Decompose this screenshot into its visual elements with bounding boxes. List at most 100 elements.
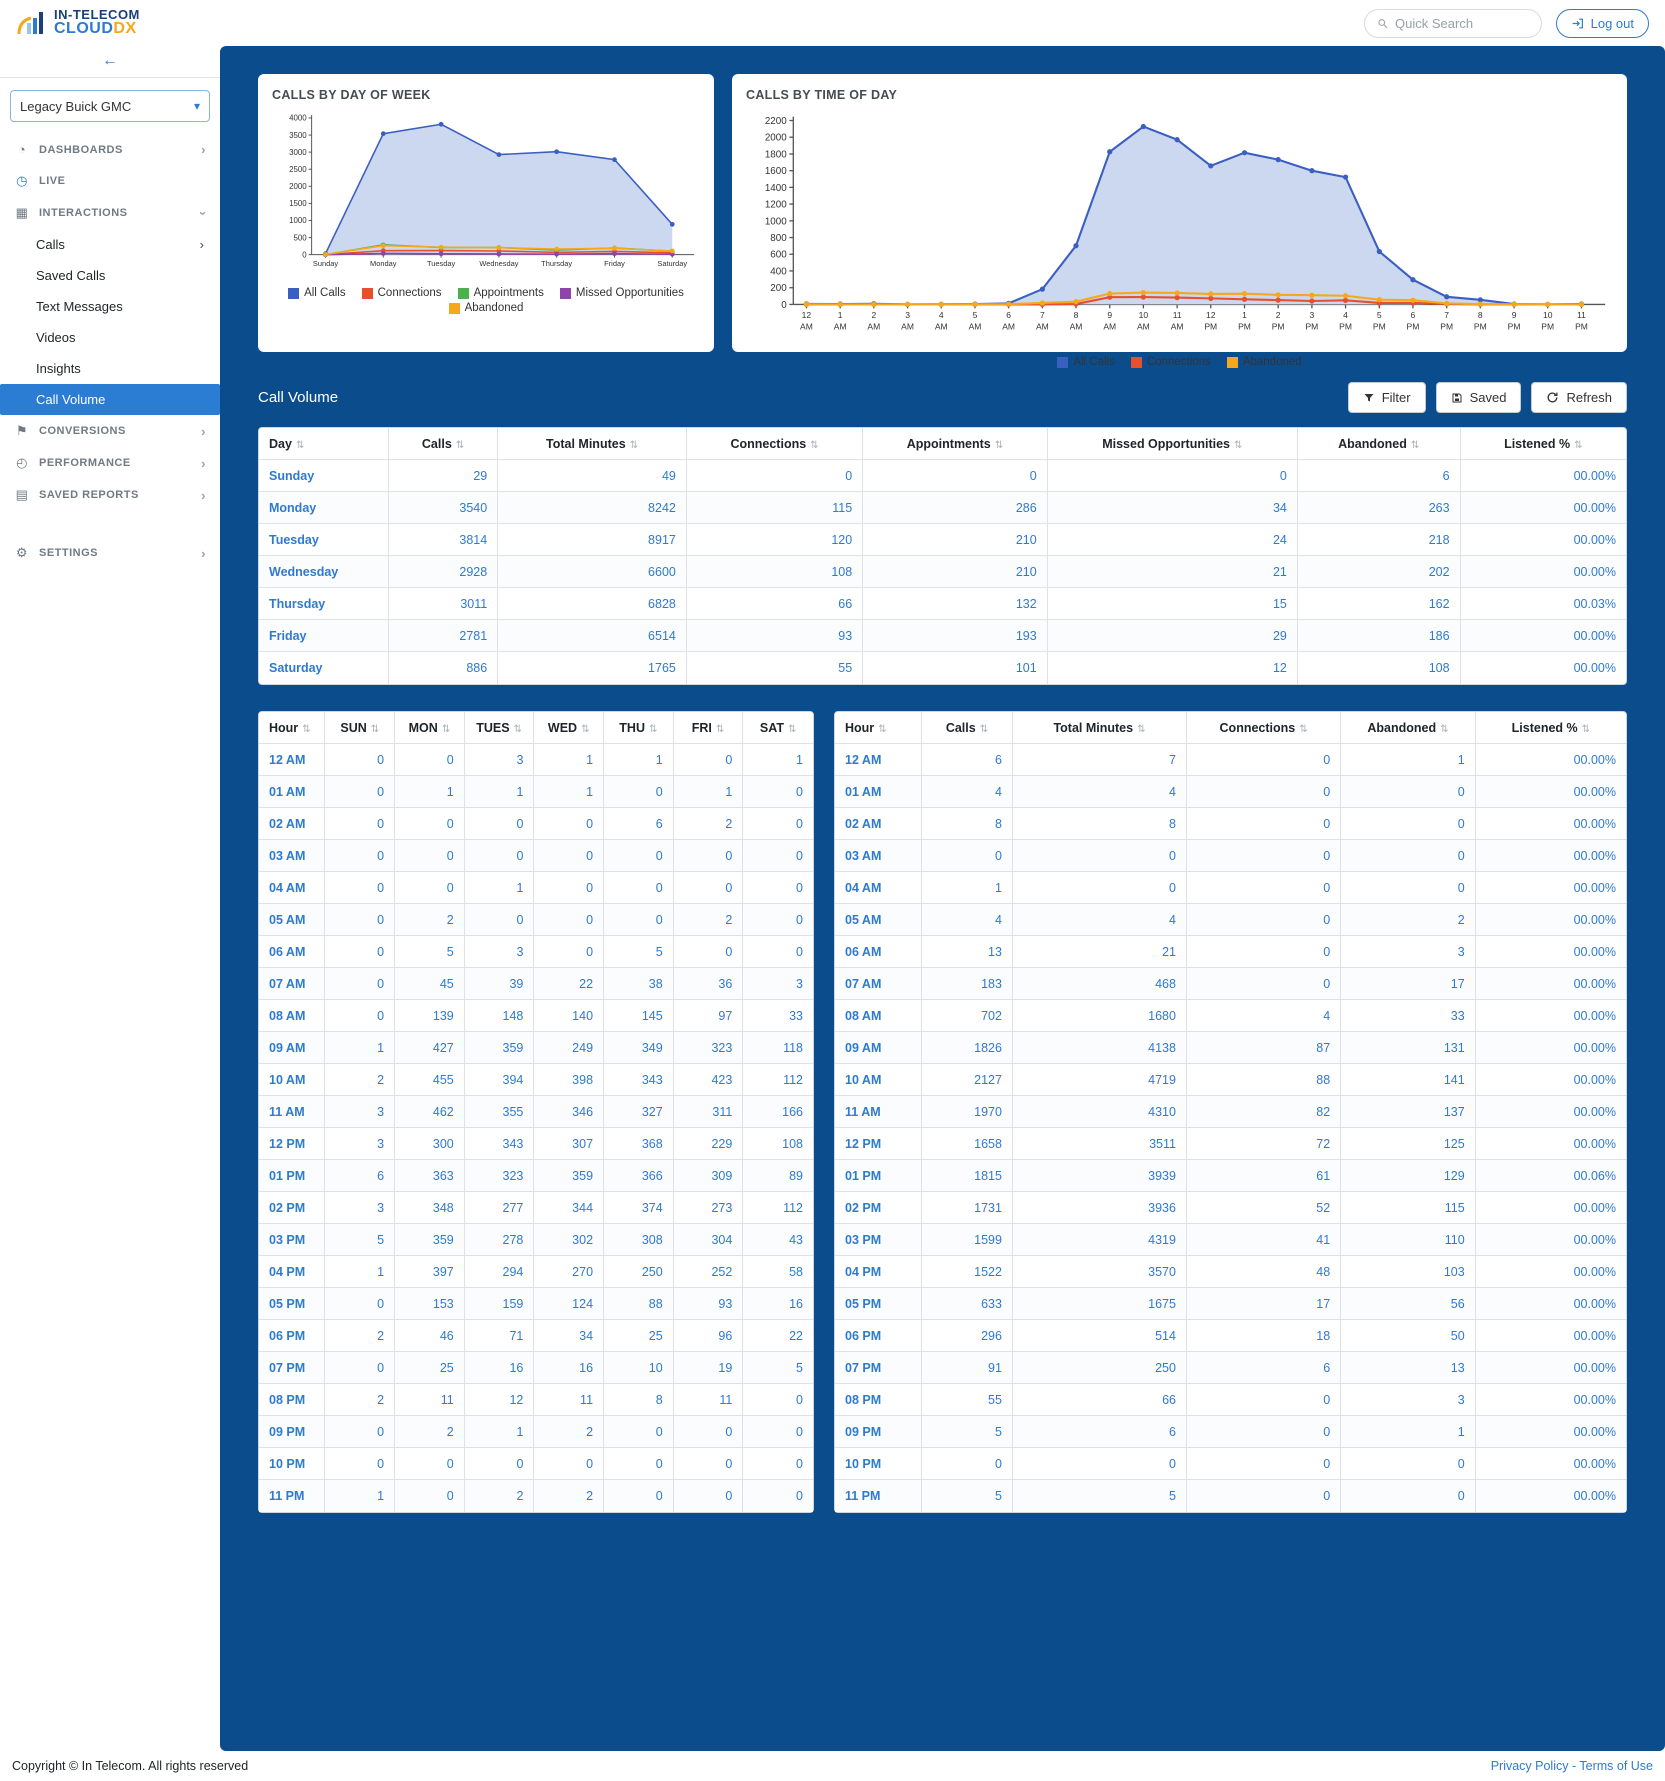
- cell-value: 0: [465, 840, 535, 872]
- dealer-select[interactable]: Legacy Buick GMC ▾: [10, 90, 210, 122]
- svg-text:11: 11: [1577, 310, 1586, 320]
- column-header-day[interactable]: Day⇅: [259, 428, 389, 460]
- sidebar-item-call-volume[interactable]: Call Volume: [0, 384, 220, 415]
- sidebar-item-interactions[interactable]: ▦INTERACTIONS›: [10, 197, 210, 229]
- table-row: 08 AM01391481401459733: [259, 1000, 813, 1032]
- row-label: 07 PM: [835, 1352, 922, 1384]
- table-row: 03 AM000000.00%: [835, 840, 1626, 872]
- row-label: 03 PM: [259, 1224, 325, 1256]
- column-header-thu[interactable]: THU⇅: [604, 712, 674, 744]
- save-icon: [1451, 392, 1463, 404]
- table-row: 12 AM670100.00%: [835, 744, 1626, 776]
- saved-button[interactable]: Saved: [1436, 382, 1522, 413]
- sidebar-item-saved-calls[interactable]: Saved Calls: [10, 260, 210, 291]
- cell-value: 00.06%: [1476, 1160, 1626, 1192]
- search-input[interactable]: [1395, 16, 1529, 31]
- column-header-total-minutes[interactable]: Total Minutes⇅: [498, 428, 687, 460]
- svg-text:1500: 1500: [289, 199, 307, 208]
- svg-text:5: 5: [1377, 310, 1382, 320]
- column-header-listened[interactable]: Listened %⇅: [1476, 712, 1626, 744]
- cell-value: 11: [534, 1384, 604, 1416]
- legend-item-all-calls[interactable]: All Calls: [288, 287, 346, 299]
- cell-value: 16: [465, 1352, 535, 1384]
- hour-summary-table: Hour⇅Calls⇅Total Minutes⇅Connections⇅Aba…: [834, 711, 1627, 1513]
- legend-item-all-calls[interactable]: All Calls: [1057, 356, 1115, 368]
- column-header-connections[interactable]: Connections⇅: [1187, 712, 1341, 744]
- cell-value: 296: [922, 1320, 1013, 1352]
- cell-value: 0: [325, 872, 395, 904]
- sort-icon: ⇅: [514, 724, 522, 735]
- sidebar-item-live[interactable]: ◷ LIVE: [10, 165, 210, 197]
- cell-value: 3511: [1013, 1128, 1187, 1160]
- legend-item-connections[interactable]: Connections: [362, 287, 442, 299]
- sort-icon: ⇅: [1137, 724, 1145, 735]
- column-header-missed-opportunities[interactable]: Missed Opportunities⇅: [1048, 428, 1298, 460]
- sidebar-item-label: LIVE: [39, 175, 65, 187]
- sidebar-item-saved-reports[interactable]: ▤SAVED REPORTS›: [10, 479, 210, 511]
- column-header-appointments[interactable]: Appointments⇅: [863, 428, 1048, 460]
- sort-icon: ⇅: [296, 440, 304, 451]
- column-header-sun[interactable]: SUN⇅: [325, 712, 395, 744]
- column-header-wed[interactable]: WED⇅: [534, 712, 604, 744]
- cell-value: 311: [674, 1096, 744, 1128]
- legend-item-connections[interactable]: Connections: [1131, 356, 1211, 368]
- column-header-abandoned[interactable]: Abandoned⇅: [1298, 428, 1461, 460]
- legend-item-abandoned[interactable]: Abandoned: [1227, 356, 1302, 368]
- column-header-tues[interactable]: TUES⇅: [465, 712, 535, 744]
- svg-text:8: 8: [1074, 310, 1079, 320]
- sidebar-item-settings[interactable]: ⚙SETTINGS›: [10, 537, 210, 569]
- filter-button[interactable]: Filter: [1348, 382, 1426, 413]
- row-label: 12 PM: [835, 1128, 922, 1160]
- logout-button[interactable]: Log out: [1556, 9, 1649, 38]
- clock-icon: ◷: [14, 173, 30, 189]
- column-header-total-minutes[interactable]: Total Minutes⇅: [1013, 712, 1187, 744]
- legend-item-abandoned[interactable]: Abandoned: [449, 302, 524, 314]
- sidebar-item-label: PERFORMANCE: [39, 457, 131, 469]
- column-header-hour[interactable]: Hour⇅: [259, 712, 325, 744]
- sidebar-item-text-messages[interactable]: Text Messages: [10, 291, 210, 322]
- svg-text:PM: PM: [1541, 321, 1554, 331]
- column-header-hour[interactable]: Hour⇅: [835, 712, 922, 744]
- row-label: 04 AM: [835, 872, 922, 904]
- chart-canvas: 05001000150020002500300035004000SundayMo…: [272, 110, 700, 280]
- cell-value: 270: [534, 1256, 604, 1288]
- svg-text:PM: PM: [1407, 321, 1420, 331]
- cell-value: 4719: [1013, 1064, 1187, 1096]
- chevron-right-icon: ›: [201, 489, 206, 502]
- sidebar-item-conversions[interactable]: ⚑CONVERSIONS›: [10, 415, 210, 447]
- cell-value: 0: [743, 1416, 813, 1448]
- column-header-calls[interactable]: Calls⇅: [922, 712, 1013, 744]
- sidebar-item-insights[interactable]: Insights: [10, 353, 210, 384]
- table-row: 03 PM159943194111000.00%: [835, 1224, 1626, 1256]
- cell-value: 6: [325, 1160, 395, 1192]
- legend-item-appointments[interactable]: Appointments: [458, 287, 544, 299]
- cell-value: 00.00%: [1476, 1192, 1626, 1224]
- legend-item-missed-opportunities[interactable]: Missed Opportunities: [560, 287, 684, 299]
- cell-value: 2: [674, 808, 744, 840]
- cell-value: 2: [534, 1416, 604, 1448]
- column-header-connections[interactable]: Connections⇅: [687, 428, 863, 460]
- cell-value: 33: [743, 1000, 813, 1032]
- column-header-mon[interactable]: MON⇅: [395, 712, 465, 744]
- cell-value: 0: [534, 808, 604, 840]
- footer-links[interactable]: Privacy Policy - Terms of Use: [1491, 1759, 1653, 1773]
- column-header-sat[interactable]: SAT⇅: [743, 712, 813, 744]
- cell-value: 2: [534, 1480, 604, 1512]
- cell-value: 101: [863, 652, 1048, 684]
- sidebar-item-calls[interactable]: Calls›: [10, 229, 210, 260]
- sidebar-item-videos[interactable]: Videos: [10, 322, 210, 353]
- refresh-button[interactable]: Refresh: [1531, 382, 1627, 413]
- cell-value: 202: [1298, 556, 1461, 588]
- sidebar-item-performance[interactable]: ◴PERFORMANCE›: [10, 447, 210, 479]
- column-header-calls[interactable]: Calls⇅: [389, 428, 498, 460]
- cell-value: 186: [1298, 620, 1461, 652]
- cell-value: 0: [743, 1448, 813, 1480]
- column-header-fri[interactable]: FRI⇅: [674, 712, 744, 744]
- cell-value: 366: [604, 1160, 674, 1192]
- svg-text:1: 1: [1242, 310, 1247, 320]
- sidebar-item-dashboards[interactable]: ◔DASHBOARDS›: [10, 134, 210, 165]
- quick-search[interactable]: [1364, 9, 1542, 38]
- column-header-listened[interactable]: Listened %⇅: [1461, 428, 1626, 460]
- column-header-abandoned[interactable]: Abandoned⇅: [1341, 712, 1475, 744]
- sidebar-collapse-arrow-icon[interactable]: ←: [10, 50, 210, 77]
